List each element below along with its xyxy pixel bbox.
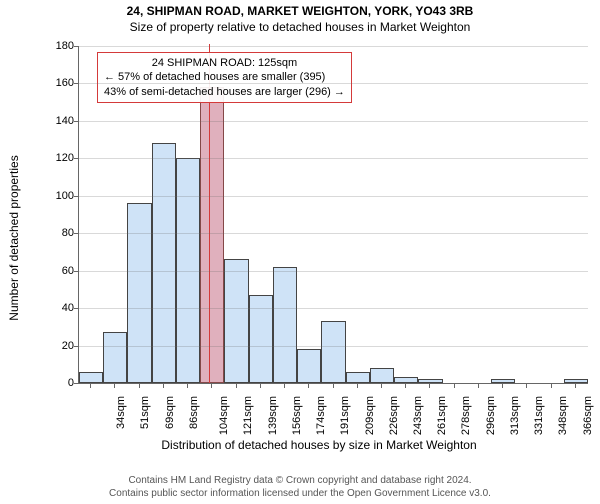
x-tick — [405, 384, 406, 388]
gridline — [79, 46, 588, 47]
x-tick-label: 348sqm — [558, 396, 570, 435]
x-tick-label: 366sqm — [582, 396, 594, 435]
y-tick-label: 120 — [48, 152, 74, 164]
x-tick — [454, 384, 455, 388]
gridline — [79, 308, 588, 309]
y-axis-label: Number of detached properties — [7, 155, 21, 320]
gridline — [79, 83, 588, 84]
x-tick — [187, 384, 188, 388]
gridline — [79, 271, 588, 272]
x-tick — [333, 384, 334, 388]
x-tick — [90, 384, 91, 388]
x-tick-label: 261sqm — [436, 396, 448, 435]
x-tick-label: 296sqm — [485, 396, 497, 435]
x-tick — [502, 384, 503, 388]
x-tick — [308, 384, 309, 388]
x-tick-label: 104sqm — [218, 396, 230, 435]
histogram-bar — [103, 332, 127, 383]
y-tick — [74, 308, 78, 309]
x-tick — [114, 384, 115, 388]
y-tick-label: 160 — [48, 77, 74, 89]
y-tick — [74, 233, 78, 234]
x-tick — [551, 384, 552, 388]
x-tick — [478, 384, 479, 388]
y-tick — [74, 158, 78, 159]
gridline — [79, 121, 588, 122]
x-tick-label: 243sqm — [412, 396, 424, 435]
page-subtitle: Size of property relative to detached ho… — [0, 20, 600, 34]
x-tick — [526, 384, 527, 388]
x-tick-label: 278sqm — [461, 396, 473, 435]
x-tick — [429, 384, 430, 388]
x-tick — [139, 384, 140, 388]
y-tick — [74, 383, 78, 384]
y-tick — [74, 121, 78, 122]
x-tick — [211, 384, 212, 388]
y-tick — [74, 271, 78, 272]
x-axis-label: Distribution of detached houses by size … — [50, 438, 588, 452]
x-tick-label: 121sqm — [242, 396, 254, 435]
x-tick — [381, 384, 382, 388]
histogram-bar — [394, 377, 418, 383]
x-tick-label: 86sqm — [188, 396, 200, 429]
y-tick-label: 20 — [48, 340, 74, 352]
histogram-bar — [224, 259, 248, 383]
x-tick-label: 156sqm — [291, 396, 303, 435]
y-tick — [74, 46, 78, 47]
histogram-bar — [79, 372, 103, 383]
histogram-bar — [127, 203, 151, 383]
gridline — [79, 158, 588, 159]
histogram-bar — [321, 321, 345, 383]
x-tick-label: 51sqm — [139, 396, 151, 429]
x-tick — [357, 384, 358, 388]
histogram-bar — [564, 379, 588, 383]
annotation-line-1: 24 SHIPMAN ROAD: 125sqm — [104, 56, 345, 70]
x-tick-label: 313sqm — [509, 396, 521, 435]
x-tick — [284, 384, 285, 388]
x-tick-label: 139sqm — [267, 396, 279, 435]
histogram-bar — [418, 379, 442, 383]
y-tick — [74, 196, 78, 197]
y-tick-label: 140 — [48, 115, 74, 127]
histogram-bar — [370, 368, 394, 383]
y-tick-label: 80 — [48, 227, 74, 239]
y-tick — [74, 346, 78, 347]
x-tick-label: 226sqm — [388, 396, 400, 435]
y-tick — [74, 83, 78, 84]
y-tick-label: 100 — [48, 190, 74, 202]
x-tick-label: 191sqm — [339, 396, 351, 435]
footer-line-2: Contains public sector information licen… — [0, 488, 600, 501]
gridline — [79, 233, 588, 234]
page-title: 24, SHIPMAN ROAD, MARKET WEIGHTON, YORK,… — [0, 4, 600, 18]
gridline — [79, 196, 588, 197]
x-tick-label: 69sqm — [164, 396, 176, 429]
histogram-bar — [152, 143, 176, 383]
gridline — [79, 346, 588, 347]
x-tick — [575, 384, 576, 388]
highlight-bar — [200, 87, 224, 383]
x-tick-label: 174sqm — [315, 396, 327, 435]
histogram-bar — [297, 349, 321, 383]
x-tick — [236, 384, 237, 388]
y-tick-label: 60 — [48, 265, 74, 277]
plot-area: 24 SHIPMAN ROAD: 125sqm ← 57% of detache… — [78, 46, 588, 384]
y-tick-label: 40 — [48, 302, 74, 314]
footer-line-1: Contains HM Land Registry data © Crown c… — [0, 475, 600, 488]
footer: Contains HM Land Registry data © Crown c… — [0, 475, 600, 500]
annotation-box: 24 SHIPMAN ROAD: 125sqm ← 57% of detache… — [97, 52, 352, 103]
histogram-bar — [273, 267, 297, 383]
annotation-line-2: ← 57% of detached houses are smaller (39… — [104, 70, 345, 84]
x-tick-label: 331sqm — [533, 396, 545, 435]
chart-container: Number of detached properties 24 SHIPMAN… — [50, 46, 588, 416]
y-tick-label: 0 — [48, 377, 74, 389]
histogram-bar — [491, 379, 515, 383]
x-tick — [260, 384, 261, 388]
x-tick-label: 209sqm — [364, 396, 376, 435]
annotation-line-3: 43% of semi-detached houses are larger (… — [104, 85, 345, 99]
x-tick — [163, 384, 164, 388]
y-tick-label: 180 — [48, 40, 74, 52]
histogram-bar — [346, 372, 370, 383]
x-tick-label: 34sqm — [115, 396, 127, 429]
